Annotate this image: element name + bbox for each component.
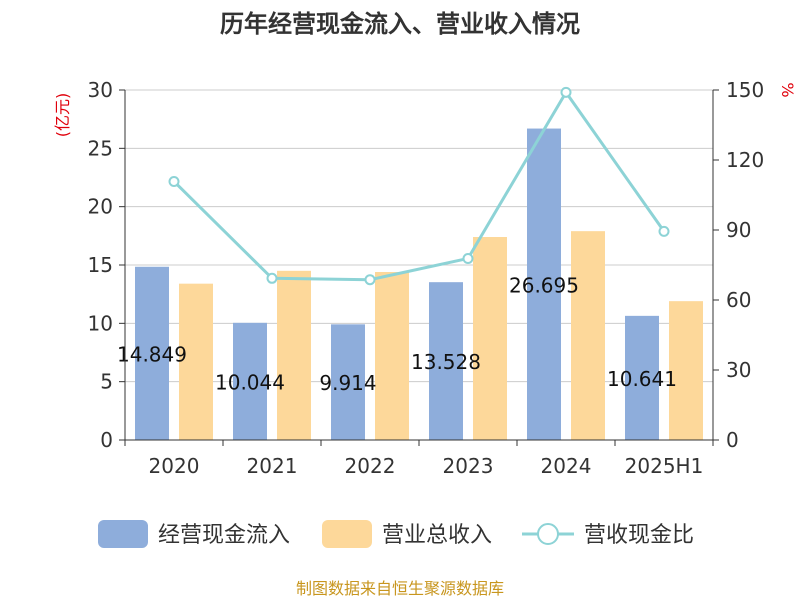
bar-data-label: 10.044	[215, 370, 285, 394]
right-tick-label: 30	[726, 358, 751, 382]
x-tick-label: 2022	[345, 454, 396, 478]
bar	[179, 283, 213, 440]
left-tick-label: 15	[88, 253, 113, 277]
right-axis-unit: %	[778, 82, 797, 97]
ratio-point	[462, 252, 474, 264]
right-tick-label: 150	[726, 78, 764, 102]
right-tick-label: 60	[726, 288, 751, 312]
left-tick-label: 5	[100, 370, 113, 394]
legend-label-ratio: 营收现金比	[584, 523, 694, 548]
legend-label-revenue: 营业总收入	[382, 523, 492, 548]
bar-data-label: 9.914	[319, 371, 376, 395]
bar	[429, 282, 463, 440]
bar	[473, 237, 507, 440]
right-tick-label: 120	[726, 148, 764, 172]
ratio-point	[560, 86, 572, 98]
right-tick-label: 90	[726, 218, 751, 242]
left-tick-label: 20	[88, 195, 113, 219]
legend-swatch-cash-inflow	[98, 520, 148, 548]
bar-data-label: 26.695	[509, 273, 579, 297]
legend-swatch-revenue	[322, 520, 372, 548]
bar	[571, 231, 605, 440]
bar	[331, 324, 365, 440]
bar-data-label: 10.641	[607, 367, 677, 391]
legend-label-cash-inflow: 经营现金流入	[158, 523, 290, 548]
ratio-line	[168, 86, 670, 286]
right-tick-label: 0	[726, 428, 739, 452]
ratio-point	[168, 175, 180, 187]
bars: 14.849 10.044 9.914 13.528 26.695 10.641	[117, 128, 703, 440]
legend-swatch-ratio-point	[537, 523, 559, 545]
ratio-line-path	[172, 89, 666, 282]
x-tick-label: 2020	[149, 454, 200, 478]
ratio-point	[266, 272, 278, 284]
left-tick-label: 10	[88, 311, 113, 335]
bar	[277, 270, 311, 440]
left-tick-label: 25	[88, 136, 113, 160]
legend: 经营现金流入 营业总收入 营收现金比	[98, 520, 694, 548]
bar	[375, 272, 409, 440]
bar	[135, 266, 169, 440]
bar	[625, 315, 659, 440]
x-tick-label: 2025H1	[625, 454, 704, 478]
bar-data-label: 14.849	[117, 342, 187, 366]
ratio-point	[658, 225, 670, 237]
left-tick-label: 30	[88, 78, 113, 102]
ratio-point	[364, 274, 376, 286]
axes: 0 5 10 15 20 25 30 0 30 60 90 120 150 2020 2021 2022 202…	[88, 78, 765, 478]
left-axis-unit: (亿元)	[53, 93, 72, 138]
x-tick-label: 2024	[541, 454, 592, 478]
left-tick-label: 0	[100, 428, 113, 452]
bar-data-label: 13.528	[411, 350, 481, 374]
x-tick-label: 2023	[443, 454, 494, 478]
x-tick-label: 2021	[247, 454, 298, 478]
bar	[669, 301, 703, 440]
chart-title: 历年经营现金流入、营业收入情况	[220, 10, 580, 38]
data-source: 制图数据来自恒生聚源数据库	[296, 579, 504, 598]
bar	[233, 322, 267, 440]
bar	[527, 128, 561, 440]
gridlines	[125, 89, 713, 383]
